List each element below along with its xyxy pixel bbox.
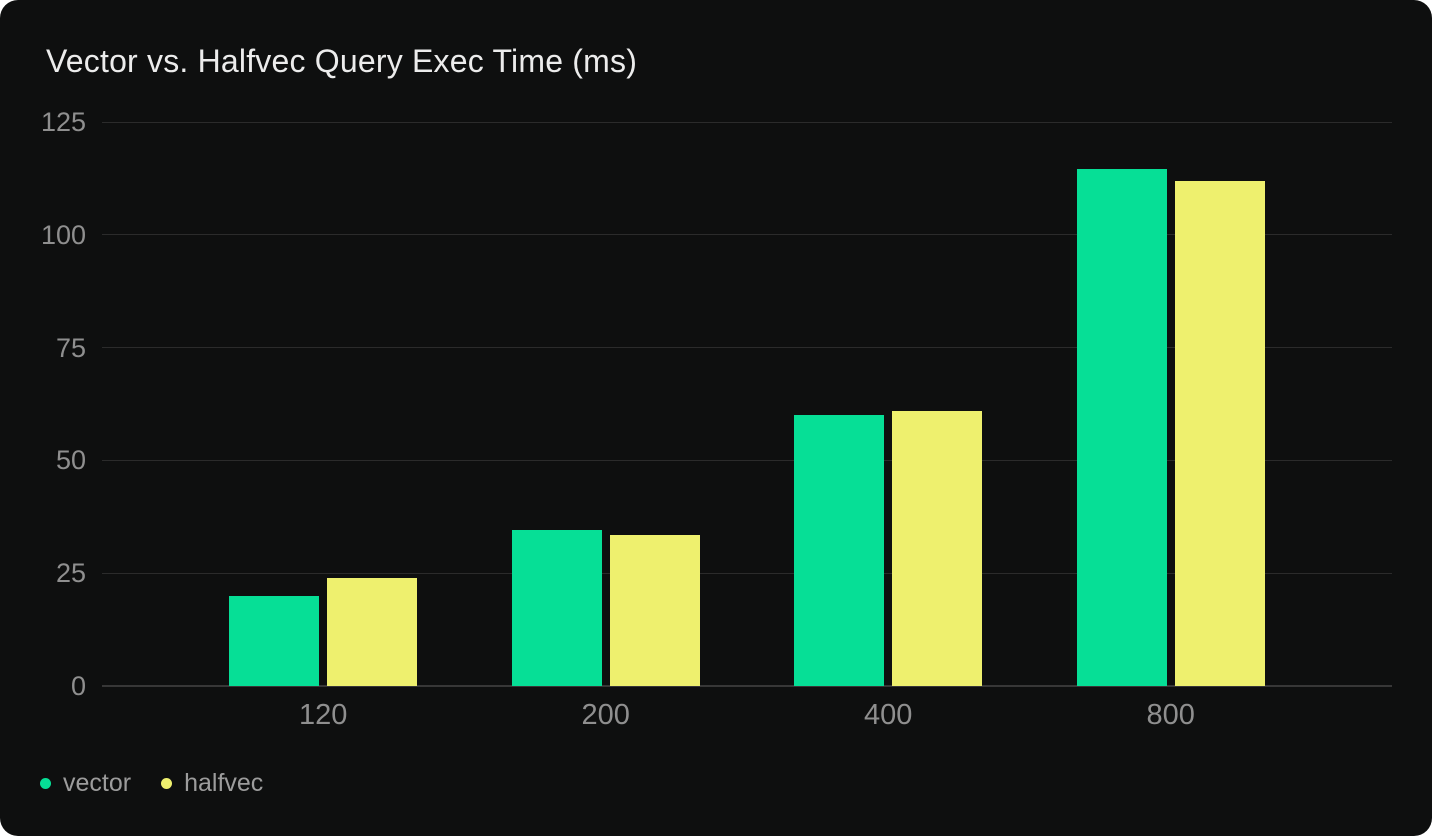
bar-vector-400[interactable] <box>794 415 885 686</box>
y-tick-label: 75 <box>55 332 86 363</box>
gridline <box>102 234 1392 236</box>
y-tick-label: 0 <box>70 671 86 701</box>
bar-vector-120[interactable] <box>229 595 320 686</box>
bar-halfvec-120[interactable] <box>327 577 418 686</box>
legend-item-vector[interactable]: vector <box>40 768 131 798</box>
bar-group-400 <box>747 122 1030 686</box>
legend-dot-vector <box>40 777 51 789</box>
bar-vector-800[interactable] <box>1076 169 1167 686</box>
gridline <box>102 121 1392 123</box>
x-axis-labels: 120 200 400 800 <box>102 698 1392 732</box>
y-tick-label: 50 <box>55 445 86 476</box>
gridline <box>102 459 1392 461</box>
legend-label: vector <box>63 769 132 797</box>
x-tick-label: 120 <box>299 699 348 731</box>
gridline <box>102 572 1392 574</box>
x-axis-line <box>102 685 1392 687</box>
bar-group-200 <box>465 122 748 686</box>
gridline <box>102 347 1392 349</box>
chart-title: Vector vs. Halfvec Query Exec Time (ms) <box>46 43 638 79</box>
y-tick-label: 125 <box>40 107 86 137</box>
y-tick-label: 100 <box>40 219 86 250</box>
bar-group-800 <box>1030 122 1313 686</box>
bar-group-120 <box>182 122 465 686</box>
bar-halfvec-400[interactable] <box>892 410 983 686</box>
x-tick-label: 400 <box>864 699 913 731</box>
bar-halfvec-800[interactable] <box>1174 180 1265 686</box>
bar-halfvec-200[interactable] <box>609 534 700 686</box>
y-tick-label: 25 <box>55 558 86 589</box>
chart-legend: vector halfvec <box>40 768 263 798</box>
plot-area <box>102 122 1392 686</box>
legend-item-halfvec[interactable]: halfvec <box>161 768 263 798</box>
x-tick-label: 800 <box>1146 699 1195 731</box>
legend-dot-halfvec <box>161 777 173 789</box>
x-tick-label: 200 <box>581 699 630 731</box>
bar-vector-200[interactable] <box>511 530 602 686</box>
legend-label: halfvec <box>184 769 264 797</box>
